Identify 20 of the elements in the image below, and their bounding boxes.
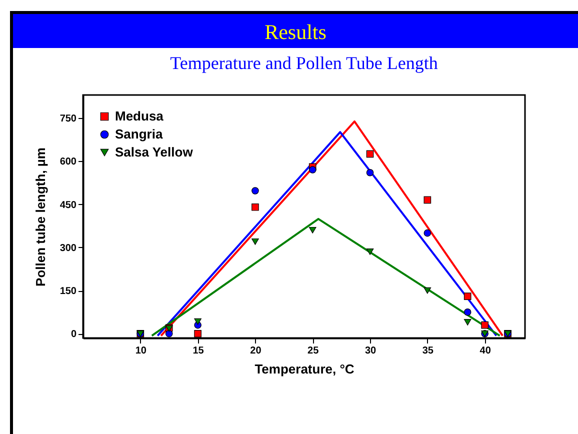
x-tick-label: 40 [480,346,492,356]
x-axis-title: Temperature, °C [254,362,355,376]
chart-title: Results [10,11,578,48]
legend-label: Sangria [115,126,164,142]
y-tick-label: 450 [60,200,77,211]
x-tick-label: 35 [422,346,434,356]
y-axis-title: Pollen tube length, µm [32,148,48,286]
x-tick-label: 25 [308,346,320,356]
y-tick-label: 300 [60,242,77,254]
legend-label: Medusa [115,108,164,124]
chart-subtitle: Temperature and Pollen Tube Length [170,53,438,73]
x-tick-label: 15 [192,346,204,356]
y-tick-label: 0 [70,329,77,340]
legend-label: Salsa Yellow [115,144,194,160]
y-tick-label: 750 [60,114,77,125]
x-tick-label: 20 [250,346,262,356]
x-tick-label: 10 [135,346,147,356]
y-tick-label: 150 [60,286,77,298]
x-tick-label: 30 [364,346,377,356]
y-tick-label: 600 [60,156,77,168]
